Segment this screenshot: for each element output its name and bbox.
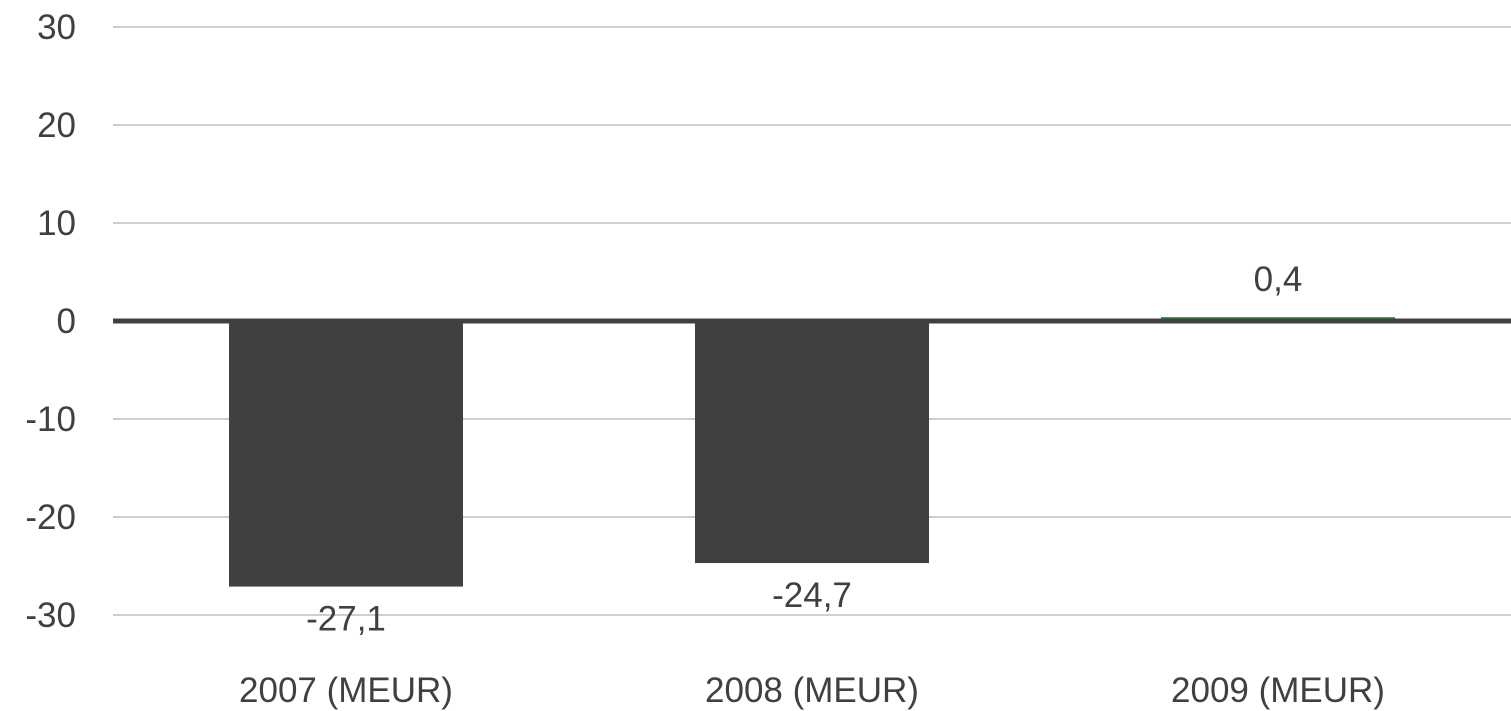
data-label: -27,1 [306,600,386,639]
data-label: -24,7 [772,576,852,615]
x-axis-category-labels: 2007 (MEUR) 2008 (MEUR) 2009 (MEUR) [239,671,1385,710]
y-axis-tick-labels: 30 20 10 0 -10 -20 -30 [25,8,76,635]
y-tick-label: 0 [57,302,76,341]
y-tick-label: 30 [37,8,76,47]
y-tick-label: -30 [25,596,76,635]
bars [229,317,1395,587]
bar [695,321,929,564]
y-tick-label: -10 [25,400,76,439]
data-label: 0,4 [1254,260,1303,299]
y-tick-label: -20 [25,498,76,537]
x-category-label: 2008 (MEUR) [705,671,919,710]
y-tick-label: 20 [37,106,76,145]
x-category-label: 2009 (MEUR) [1171,671,1385,710]
bar [229,321,463,587]
data-labels: -27,1 -24,7 0,4 [306,260,1302,639]
x-category-label: 2007 (MEUR) [239,671,453,710]
y-tick-label: 10 [37,204,76,243]
